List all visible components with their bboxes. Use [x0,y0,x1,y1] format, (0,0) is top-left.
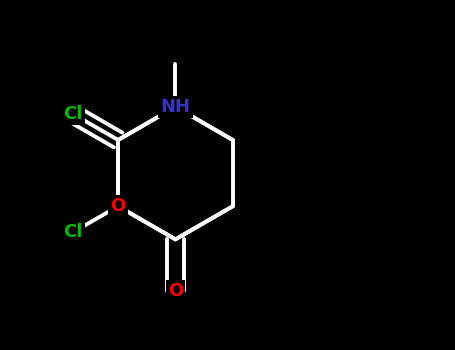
Text: Cl: Cl [63,105,83,123]
Text: Cl: Cl [63,223,83,241]
Text: O: O [168,282,183,300]
Text: NH: NH [161,98,191,116]
Text: O: O [111,197,126,215]
Text: O: O [66,105,81,123]
